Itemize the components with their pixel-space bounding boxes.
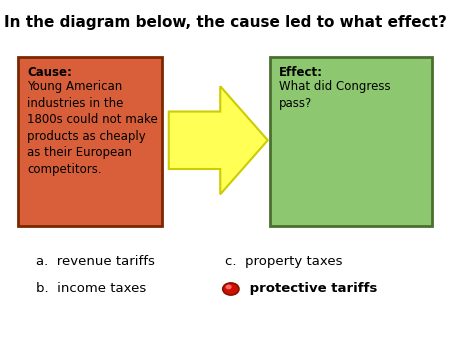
Text: c.  property taxes: c. property taxes (225, 256, 342, 268)
Text: What did Congress
pass?: What did Congress pass? (279, 80, 391, 111)
FancyBboxPatch shape (270, 57, 432, 226)
Text: Cause:: Cause: (27, 66, 72, 79)
Text: Effect:: Effect: (279, 66, 323, 79)
Circle shape (223, 283, 239, 295)
Text: Young American
industries in the
1800s could not make
products as cheaply
as the: Young American industries in the 1800s c… (27, 80, 158, 176)
Circle shape (225, 285, 232, 289)
Polygon shape (169, 86, 268, 194)
FancyBboxPatch shape (18, 57, 162, 226)
Text: a.  revenue tariffs: a. revenue tariffs (36, 256, 155, 268)
Text: b.  income taxes: b. income taxes (36, 283, 146, 295)
Text: protective tariffs: protective tariffs (245, 283, 378, 295)
Text: In the diagram below, the cause led to what effect?: In the diagram below, the cause led to w… (4, 15, 446, 30)
